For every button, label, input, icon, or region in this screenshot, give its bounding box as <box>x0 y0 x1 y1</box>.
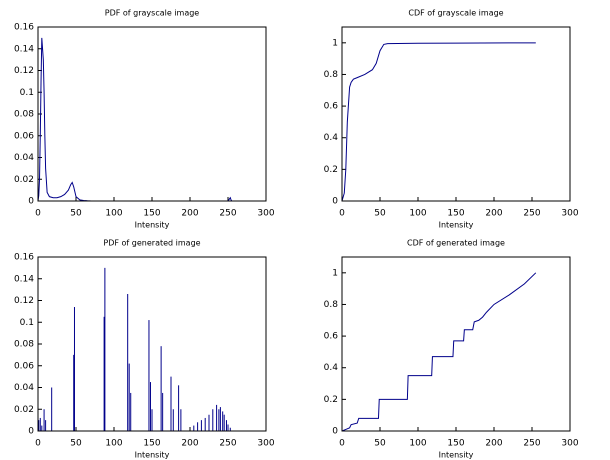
x-tick-label: 100 <box>105 439 122 449</box>
y-tick-label: 0.16 <box>14 253 34 263</box>
x-tick-label: 200 <box>485 439 502 449</box>
y-tick-label: 0.14 <box>14 274 34 284</box>
x-tick-label: 300 <box>561 209 578 219</box>
x-tick-label: 250 <box>523 439 540 449</box>
data-line <box>37 37 233 202</box>
chart-title: PDF of grayscale image <box>105 9 200 18</box>
y-tick-label: 0.08 <box>14 110 34 120</box>
y-tick-label: 0.8 <box>324 70 339 80</box>
y-tick-label: 0.1 <box>20 318 34 328</box>
y-tick-label: 1 <box>332 268 338 278</box>
x-tick-label: 50 <box>374 439 386 449</box>
x-tick-label: 50 <box>70 209 82 219</box>
x-tick-label: 300 <box>257 439 274 449</box>
x-tick-label: 100 <box>409 209 426 219</box>
y-tick-label: 0.1 <box>20 88 34 98</box>
x-tick-label: 250 <box>219 439 236 449</box>
x-axis-label: Intensity <box>135 221 170 230</box>
x-axis-label: Intensity <box>135 451 170 460</box>
y-tick-label: 0.02 <box>14 405 34 415</box>
x-tick-label: 200 <box>485 209 502 219</box>
x-tick-label: 150 <box>447 439 464 449</box>
data-line <box>341 42 536 202</box>
x-tick-label: 0 <box>339 439 345 449</box>
y-tick-label: 0.16 <box>14 23 34 33</box>
x-tick-label: 200 <box>181 209 198 219</box>
y-tick-label: 0.02 <box>14 175 34 185</box>
x-tick-label: 50 <box>374 209 386 219</box>
plot-frame <box>341 256 571 432</box>
x-tick-label: 0 <box>35 439 41 449</box>
y-tick-label: 0.2 <box>324 165 338 175</box>
plot-frame <box>341 26 571 202</box>
x-tick-label: 100 <box>409 439 426 449</box>
y-tick-label: 0.6 <box>324 332 339 342</box>
chart-title: CDF of grayscale image <box>408 9 503 18</box>
x-tick-label: 250 <box>523 209 540 219</box>
y-tick-label: 0.14 <box>14 44 34 54</box>
y-tick-label: 0.04 <box>14 153 34 163</box>
y-tick-label: 1 <box>332 38 338 48</box>
y-tick-label: 0.8 <box>324 300 339 310</box>
y-tick-label: 0 <box>28 427 34 437</box>
y-tick-label: 0 <box>332 197 338 207</box>
y-tick-label: 0.06 <box>14 361 34 371</box>
x-tick-label: 250 <box>219 209 236 219</box>
x-tick-label: 150 <box>447 209 464 219</box>
x-tick-label: 0 <box>339 209 345 219</box>
x-axis-label: Intensity <box>439 451 474 460</box>
y-tick-label: 0.06 <box>14 131 34 141</box>
x-tick-label: 150 <box>143 209 160 219</box>
x-tick-label: 0 <box>35 209 41 219</box>
chart-title: PDF of generated image <box>103 239 200 248</box>
y-tick-label: 0.12 <box>14 296 34 306</box>
x-tick-label: 200 <box>181 439 198 449</box>
y-tick-label: 0.12 <box>14 66 34 76</box>
y-tick-label: 0 <box>332 427 338 437</box>
x-tick-label: 50 <box>70 439 82 449</box>
x-tick-label: 300 <box>561 439 578 449</box>
y-tick-label: 0.08 <box>14 340 34 350</box>
y-tick-label: 0.2 <box>324 395 338 405</box>
y-tick-label: 0.4 <box>324 363 339 373</box>
plot-frame <box>37 26 267 202</box>
y-tick-label: 0 <box>28 197 34 207</box>
x-tick-label: 150 <box>143 439 160 449</box>
y-tick-label: 0.4 <box>324 133 339 143</box>
y-tick-label: 0.04 <box>14 383 34 393</box>
x-tick-label: 100 <box>105 209 122 219</box>
x-axis-label: Intensity <box>439 221 474 230</box>
plot-frame <box>37 256 267 432</box>
y-tick-label: 0.6 <box>324 102 339 112</box>
x-tick-label: 300 <box>257 209 274 219</box>
chart-title: CDF of generated image <box>407 239 505 248</box>
data-line <box>341 272 537 432</box>
